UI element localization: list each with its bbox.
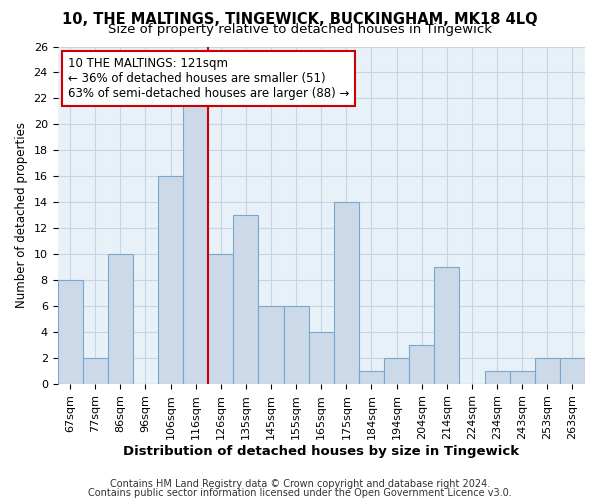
Bar	[183, 98, 208, 384]
Bar	[560, 358, 585, 384]
Bar	[409, 345, 434, 384]
Bar	[108, 254, 133, 384]
Bar	[384, 358, 409, 384]
Bar	[158, 176, 183, 384]
Bar	[509, 371, 535, 384]
Bar	[485, 371, 509, 384]
Text: Contains public sector information licensed under the Open Government Licence v3: Contains public sector information licen…	[88, 488, 512, 498]
Bar	[359, 371, 384, 384]
X-axis label: Distribution of detached houses by size in Tingewick: Distribution of detached houses by size …	[123, 444, 520, 458]
Bar	[83, 358, 108, 384]
Text: 10, THE MALTINGS, TINGEWICK, BUCKINGHAM, MK18 4LQ: 10, THE MALTINGS, TINGEWICK, BUCKINGHAM,…	[62, 12, 538, 28]
Bar	[284, 306, 309, 384]
Bar	[535, 358, 560, 384]
Bar	[309, 332, 334, 384]
Text: Size of property relative to detached houses in Tingewick: Size of property relative to detached ho…	[108, 22, 492, 36]
Bar	[233, 216, 259, 384]
Bar	[259, 306, 284, 384]
Text: Contains HM Land Registry data © Crown copyright and database right 2024.: Contains HM Land Registry data © Crown c…	[110, 479, 490, 489]
Bar	[208, 254, 233, 384]
Bar	[334, 202, 359, 384]
Bar	[434, 267, 460, 384]
Bar	[58, 280, 83, 384]
Text: 10 THE MALTINGS: 121sqm
← 36% of detached houses are smaller (51)
63% of semi-de: 10 THE MALTINGS: 121sqm ← 36% of detache…	[68, 56, 349, 100]
Y-axis label: Number of detached properties: Number of detached properties	[15, 122, 28, 308]
